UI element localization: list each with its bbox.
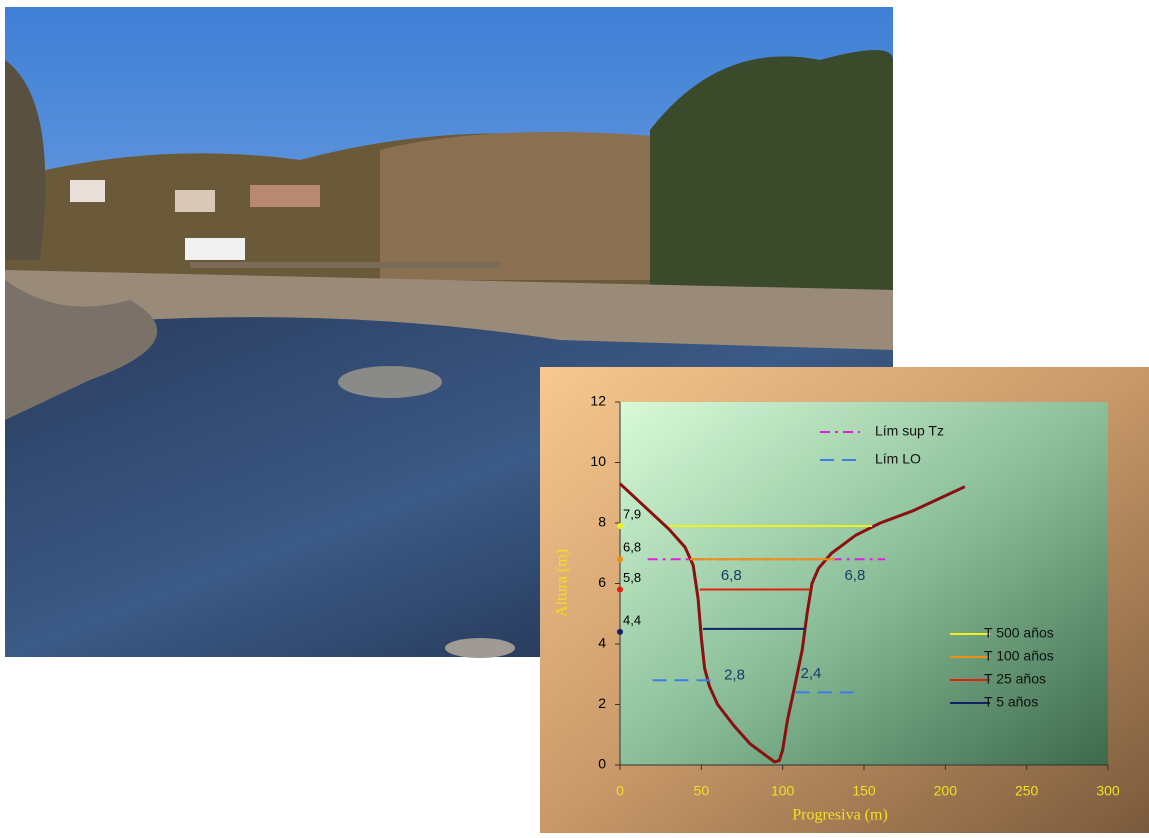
annotation: 2,8	[724, 667, 745, 684]
level-point	[617, 523, 623, 529]
y-tick-label: 12	[590, 393, 606, 409]
legend-label: T 25 años	[984, 671, 1046, 687]
annotation: 2,4	[801, 665, 822, 682]
x-tick-label: 300	[1096, 783, 1120, 799]
annotation: 6,8	[721, 567, 742, 584]
level-point	[617, 629, 623, 635]
x-tick-label: 0	[616, 783, 624, 799]
y-tick-label: 0	[598, 756, 606, 772]
x-tick-label: 250	[1015, 783, 1039, 799]
level-label: 7,9	[623, 506, 641, 521]
y-axis-title: Altura (m)	[554, 549, 571, 617]
legend-label: T 100 años	[984, 648, 1054, 664]
page: 0 2 4 6 8 10 12 0 50 100 150 200 250 300 Lím sup Tz Lím…	[0, 0, 1149, 833]
y-tick-label: 10	[590, 453, 606, 469]
annotation: 6,8	[844, 567, 865, 584]
legend-label: Lím LO	[875, 451, 921, 467]
y-tick-label: 6	[598, 574, 606, 590]
x-tick-label: 200	[934, 783, 958, 799]
level-point	[617, 556, 623, 562]
level-label: 4,4	[623, 612, 641, 627]
level-point	[617, 587, 623, 593]
x-tick-label: 100	[771, 783, 795, 799]
x-tick-label: 150	[852, 783, 876, 799]
level-label: 5,8	[623, 570, 641, 585]
y-tick-label: 2	[598, 695, 606, 711]
x-axis-title: Progresiva (m)	[792, 807, 888, 824]
y-tick-label: 4	[598, 635, 606, 651]
x-tick-label: 50	[694, 783, 710, 799]
legend-label: T 5 años	[984, 694, 1038, 710]
legend-label: T 500 años	[984, 625, 1054, 641]
level-label: 6,8	[623, 540, 641, 555]
y-tick-label: 8	[598, 514, 606, 530]
legend-label: Lím sup Tz	[875, 423, 944, 439]
